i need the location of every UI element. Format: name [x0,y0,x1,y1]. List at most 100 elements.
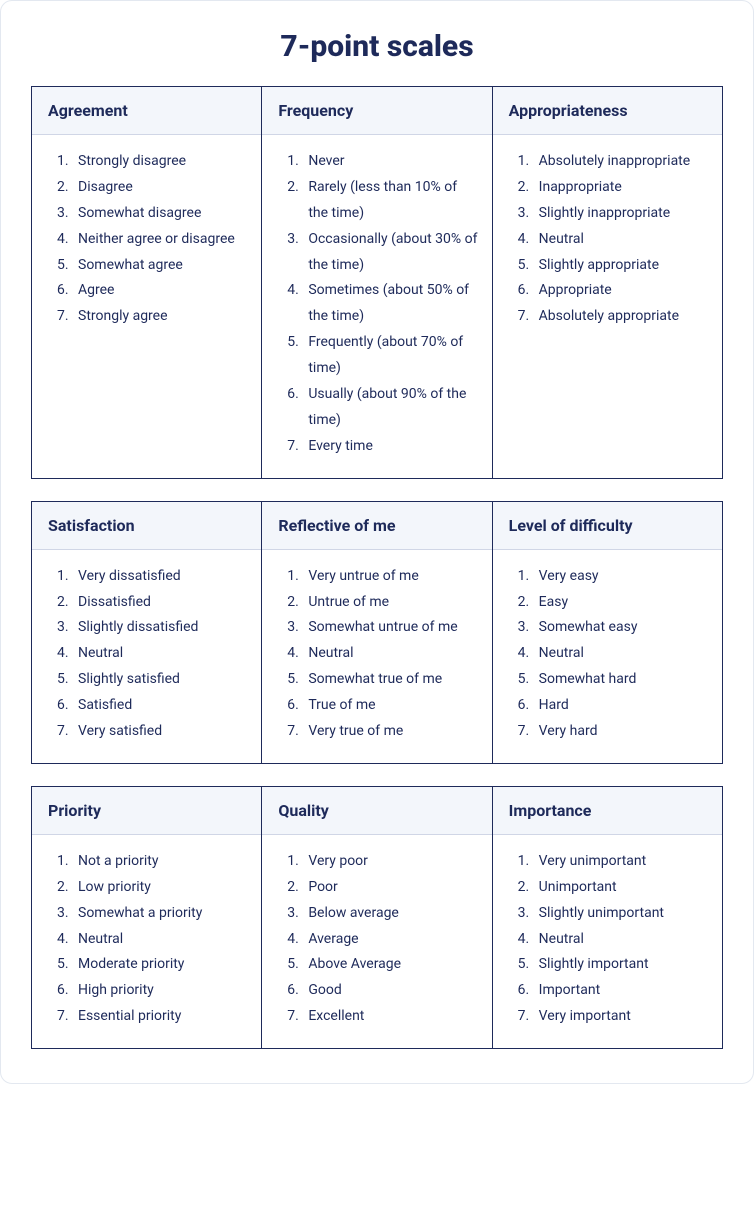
column-title: Priority [32,787,261,835]
scale-item: Never [302,149,477,175]
page-title: 7-point scales [31,29,723,64]
scale-item: Very easy [533,564,708,590]
scale-item: Somewhat hard [533,667,708,693]
scale-item: Somewhat agree [72,253,247,279]
scale-item: Neutral [72,641,247,667]
column-body: Strongly disagreeDisagreeSomewhat disagr… [32,135,261,348]
scale-group: Satisfaction Very dissatisfiedDissatisfie… [31,501,723,764]
scale-item: Hard [533,693,708,719]
scale-item: Usually (about 90% of the time) [302,382,477,434]
scale-item: Moderate priority [72,952,247,978]
scale-item: Neutral [72,927,247,953]
scale-item: Every time [302,434,477,460]
column-title: Appropriateness [493,87,722,135]
scale-item: Above Average [302,952,477,978]
scale-item: Very unimportant [533,849,708,875]
column-title: Satisfaction [32,502,261,550]
scale-item: Strongly disagree [72,149,247,175]
column-body: Very easyEasySomewhat easyNeutralSomewha… [493,550,722,763]
scale-column: Priority Not a priorityLow prioritySomewh… [32,787,262,1048]
scale-item: Very satisfied [72,719,247,745]
scale-item: Somewhat disagree [72,201,247,227]
scale-item: Disagree [72,175,247,201]
scale-item: High priority [72,978,247,1004]
groups-container: AgreementStrongly disagreeDisagreeSomewh… [31,86,723,1049]
scale-item: Not a priority [72,849,247,875]
scale-item: Frequently (about 70% of time) [302,330,477,382]
scale-item: Neutral [533,227,708,253]
scale-item: Very untrue of me [302,564,477,590]
scale-item: Good [302,978,477,1004]
column-title: Quality [262,787,491,835]
scale-list: Very unimportantUnimportantSlightly unim… [507,849,708,1030]
scale-item: Very dissatisfied [72,564,247,590]
scale-list: Strongly disagreeDisagreeSomewhat disagr… [46,149,247,330]
scale-item: Very poor [302,849,477,875]
scale-item: Low priority [72,875,247,901]
scale-item: Absolutely inappropriate [533,149,708,175]
scale-item: Agree [72,278,247,304]
scale-list: NeverRarely (less than 10% of the time)O… [276,149,477,460]
scale-item: Dissatisfied [72,590,247,616]
scale-item: Occasionally (about 30% of the time) [302,227,477,279]
scale-item: Below average [302,901,477,927]
column-title: Level of difficulty [493,502,722,550]
column-body: Not a priorityLow prioritySomewhat a pri… [32,835,261,1048]
scale-item: Satisfied [72,693,247,719]
scale-item: Slightly appropriate [533,253,708,279]
scale-list: Very dissatisfiedDissatisfiedSlightly di… [46,564,247,745]
scale-column: Level of difficultyVery easyEasySomewhat… [493,502,722,763]
scale-list: Very poorPoorBelow averageAverageAbove A… [276,849,477,1030]
scale-item: Essential priority [72,1004,247,1030]
column-body: Very untrue of meUntrue of meSomewhat un… [262,550,491,763]
scale-group: AgreementStrongly disagreeDisagreeSomewh… [31,86,723,479]
scale-item: Appropriate [533,278,708,304]
scale-item: Inappropriate [533,175,708,201]
scale-item: Easy [533,590,708,616]
scale-item: Untrue of me [302,590,477,616]
scale-column: Quality Very poorPoorBelow averageAverage… [262,787,492,1048]
scale-column: Frequency NeverRarely (less than 10% of t… [262,87,492,478]
scale-item: Slightly inappropriate [533,201,708,227]
scale-item: Poor [302,875,477,901]
column-body: NeverRarely (less than 10% of the time)O… [262,135,491,478]
scale-list: Absolutely inappropriateInappropriateSli… [507,149,708,330]
scale-item: Important [533,978,708,1004]
column-body: Very unimportantUnimportantSlightly unim… [493,835,722,1048]
scale-list: Not a priorityLow prioritySomewhat a pri… [46,849,247,1030]
scale-item: Absolutely appropriate [533,304,708,330]
scale-list: Very easyEasySomewhat easyNeutralSomewha… [507,564,708,745]
column-title: Reflective of me [262,502,491,550]
column-title: Agreement [32,87,261,135]
scale-item: Excellent [302,1004,477,1030]
column-title: Frequency [262,87,491,135]
scale-item: Sometimes (about 50% of the time) [302,278,477,330]
scale-group: Priority Not a priorityLow prioritySomewh… [31,786,723,1049]
scale-item: Neutral [533,641,708,667]
scale-item: Somewhat easy [533,615,708,641]
scale-item: Slightly important [533,952,708,978]
scale-item: Slightly satisfied [72,667,247,693]
scale-column: ImportanceVery unimportantUnimportantSli… [493,787,722,1048]
scale-item: Neither agree or disagree [72,227,247,253]
scale-column: Satisfaction Very dissatisfiedDissatisfie… [32,502,262,763]
scale-column: AgreementStrongly disagreeDisagreeSomewh… [32,87,262,478]
scale-item: True of me [302,693,477,719]
scale-item: Strongly agree [72,304,247,330]
scale-item: Unimportant [533,875,708,901]
column-body: Absolutely inappropriateInappropriateSli… [493,135,722,348]
scale-item: Average [302,927,477,953]
scale-column: Reflective of me Very untrue of meUntrue … [262,502,492,763]
scale-item: Somewhat true of me [302,667,477,693]
scale-item: Very hard [533,719,708,745]
scale-item: Somewhat untrue of me [302,615,477,641]
scale-list: Very untrue of meUntrue of meSomewhat un… [276,564,477,745]
scale-column: Appropriateness Absolutely inappropriateI… [493,87,722,478]
column-body: Very poorPoorBelow averageAverageAbove A… [262,835,491,1048]
scale-item: Very true of me [302,719,477,745]
scale-item: Very important [533,1004,708,1030]
scale-item: Somewhat a priority [72,901,247,927]
column-body: Very dissatisfiedDissatisfiedSlightly di… [32,550,261,763]
scale-item: Rarely (less than 10% of the time) [302,175,477,227]
scale-item: Neutral [302,641,477,667]
